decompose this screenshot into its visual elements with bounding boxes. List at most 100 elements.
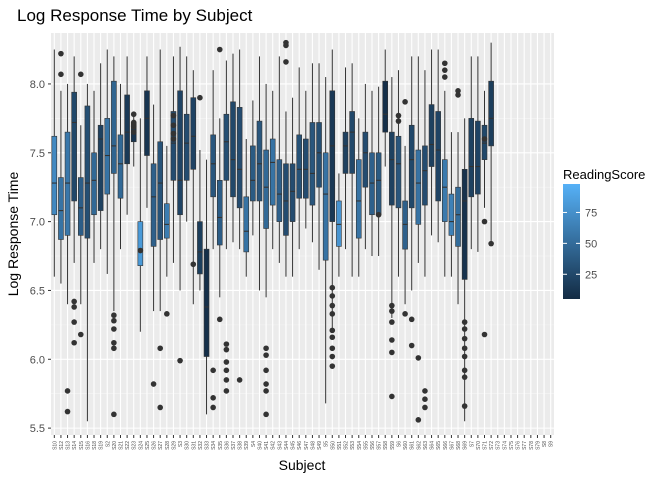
box-S70 bbox=[475, 56, 481, 252]
x-tick-label: S46 bbox=[297, 441, 303, 450]
legend-ticks: 25 50 75 bbox=[563, 207, 597, 281]
box-S51 bbox=[336, 173, 342, 277]
x-tick-label: S50 bbox=[330, 441, 336, 450]
x-tick-label: S52 bbox=[344, 441, 350, 450]
x-tick-label: S58 bbox=[383, 441, 389, 450]
outlier-point bbox=[402, 99, 408, 105]
x-tick-label: S63 bbox=[423, 441, 429, 450]
box-S31 bbox=[190, 70, 197, 305]
outlier-point bbox=[164, 311, 170, 317]
box-S39 bbox=[243, 139, 250, 277]
outlier-point bbox=[64, 408, 71, 415]
outlier-point bbox=[422, 388, 428, 394]
box-S12 bbox=[58, 50, 64, 284]
box-body bbox=[276, 159, 283, 222]
box-S35 bbox=[216, 46, 223, 323]
box-body bbox=[382, 80, 389, 133]
box-body bbox=[316, 122, 322, 188]
box-body bbox=[104, 118, 111, 195]
outlier-point bbox=[461, 367, 468, 374]
x-tick-label: S19 bbox=[99, 441, 105, 450]
box-S47 bbox=[303, 90, 309, 229]
x-tick-label: S79 bbox=[535, 441, 541, 450]
box-body bbox=[164, 203, 170, 239]
box-S38 bbox=[236, 49, 243, 383]
outlier-point bbox=[170, 122, 177, 129]
x-tick-label: S5 bbox=[324, 441, 330, 447]
box-body bbox=[243, 196, 250, 253]
outlier-point bbox=[197, 94, 203, 101]
x-tick-label: S30 bbox=[185, 441, 191, 450]
box-S54 bbox=[355, 118, 362, 277]
outlier-point bbox=[389, 319, 395, 325]
outlier-point bbox=[77, 331, 84, 338]
x-tick-label: S45 bbox=[291, 441, 297, 450]
box-body bbox=[157, 141, 163, 240]
box-S58 bbox=[382, 49, 389, 167]
x-tick-label: S12 bbox=[59, 441, 65, 450]
box-S42 bbox=[269, 90, 276, 250]
box-body bbox=[435, 111, 441, 202]
box-S49 bbox=[316, 63, 322, 270]
legend: ReadingScore 25 50 75 bbox=[563, 167, 645, 299]
box-S43 bbox=[276, 56, 283, 263]
box-S2 bbox=[104, 49, 111, 274]
box-body bbox=[389, 131, 395, 206]
box-body bbox=[369, 152, 375, 216]
box-body bbox=[488, 80, 494, 147]
x-tick-label: S48 bbox=[310, 441, 316, 450]
outlier-point bbox=[263, 381, 269, 387]
outlier-point bbox=[64, 388, 71, 394]
x-tick-label: S26 bbox=[152, 441, 158, 450]
box-S21 bbox=[117, 83, 124, 250]
x-tick-label: S54 bbox=[357, 441, 363, 450]
y-tick-label: 7.5 bbox=[30, 148, 45, 160]
x-axis-ticks: S10 S12 S13 S14 S15 S16 S18 S19 S2 S20 S21 S22 S23 S2… bbox=[52, 435, 555, 450]
y-axis-ticks: 5.5 6.0 6.5 7.0 7.5 8.0 bbox=[30, 79, 51, 435]
x-tick-label: S55 bbox=[363, 441, 369, 450]
x-tick-label: S68 bbox=[456, 441, 462, 450]
box-body bbox=[442, 159, 448, 222]
outlier-point bbox=[461, 326, 468, 332]
x-tick-label: S61 bbox=[410, 441, 416, 450]
outlier-point bbox=[223, 367, 230, 374]
outlier-point bbox=[283, 59, 289, 65]
box-S59 bbox=[389, 77, 395, 400]
outlier-point bbox=[283, 42, 289, 49]
box-body bbox=[97, 124, 104, 211]
outlier-point bbox=[263, 411, 269, 418]
outlier-point bbox=[77, 71, 84, 78]
x-tick-label: S59 bbox=[390, 441, 396, 450]
box-S62 bbox=[415, 56, 422, 423]
outlier-point bbox=[130, 119, 137, 126]
x-tick-label: S78 bbox=[529, 441, 535, 450]
box-S52 bbox=[342, 67, 349, 250]
outlier-point bbox=[216, 46, 223, 53]
outlier-point bbox=[389, 308, 395, 314]
box-S16 bbox=[84, 83, 91, 422]
box-S64 bbox=[428, 49, 435, 236]
outlier-point bbox=[415, 355, 422, 361]
plot-panel bbox=[51, 33, 554, 435]
outlier-point bbox=[263, 388, 269, 394]
outlier-point bbox=[223, 341, 230, 347]
outlier-point bbox=[461, 374, 468, 380]
box-body bbox=[448, 193, 455, 236]
box-S15 bbox=[77, 71, 84, 338]
box-S28 bbox=[164, 145, 170, 317]
x-tick-label: S29 bbox=[171, 441, 177, 450]
outlier-point bbox=[389, 393, 395, 400]
y-tick-label: 6.5 bbox=[30, 285, 45, 297]
box-S22 bbox=[124, 56, 130, 215]
box-S3 bbox=[177, 46, 183, 364]
box-body bbox=[336, 200, 342, 247]
x-tick-label: S25 bbox=[145, 441, 151, 450]
x-tick-label: S14 bbox=[72, 441, 78, 450]
box-S66 bbox=[441, 60, 448, 277]
x-tick-label: S51 bbox=[337, 441, 343, 450]
outlier-point bbox=[488, 240, 494, 247]
box-S68 bbox=[455, 88, 461, 305]
x-tick-label: S74 bbox=[502, 441, 508, 450]
y-tick-label: 6.0 bbox=[30, 354, 45, 366]
